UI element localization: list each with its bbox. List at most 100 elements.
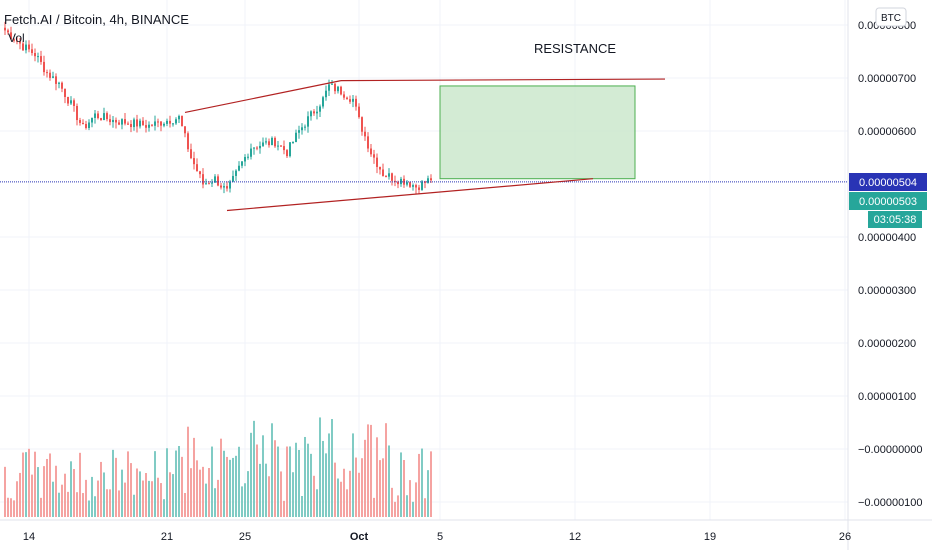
volume-bar [88,500,90,517]
candle-body [307,116,309,127]
candle-body [67,96,69,104]
volume-bar [394,501,396,517]
volume-bar [97,480,99,517]
candle-body [148,124,150,128]
volume-bar [337,478,339,517]
candle-body [187,133,189,150]
volume-bar [346,489,348,517]
volume-bar [388,445,390,517]
volume-bar [328,433,330,517]
volume-bar [139,471,141,517]
candle-body [31,49,33,54]
candle-body [16,40,18,42]
countdown-badge: 03:05:38 [868,211,922,228]
volume-bar [52,481,54,517]
volume-bar [361,458,363,517]
volume-bar [157,477,159,517]
candle-body [391,173,393,181]
volume-bar [247,471,249,517]
candle-body [379,166,381,170]
price-axis[interactable]: 0.000008000.000007000.000006000.00000400… [858,20,923,509]
volume-bar [415,482,417,517]
volume-bar [238,446,240,517]
candle-body [109,119,111,123]
volume-bar [49,453,51,517]
y-tick-label: 0.00000100 [858,391,916,403]
candle-body [55,76,57,84]
volume-bar [103,472,105,517]
volume-bar [154,451,156,517]
volume-bar [67,491,69,517]
candle-body [25,44,27,51]
candle-body [277,145,279,147]
countdown-label: 03:05:38 [874,214,917,226]
y-tick-label: 0.00000600 [858,126,916,138]
candle-body [133,119,135,128]
candle-body [112,119,114,123]
candle-body [343,94,345,98]
candle-body [268,141,270,146]
candle-body [61,82,63,89]
candle-body [181,116,183,127]
x-tick-label: 19 [704,531,716,543]
candle-body [43,61,45,73]
candle-body [370,148,372,155]
volume-bar [232,457,234,517]
volume-bar [226,456,228,517]
volume-bar [325,453,327,517]
volume-bar [292,472,294,517]
candle-body [106,113,108,120]
volume-bar [124,482,126,517]
trendline-resistance[interactable] [340,78,666,82]
drawings[interactable] [0,78,848,212]
volume-bar [31,474,33,517]
volume-bar [349,470,351,517]
candle-body [394,180,396,182]
candle-body [100,118,102,121]
volume-bar [169,472,171,517]
candle-body [124,119,126,124]
candle-body [118,122,120,125]
candle-body [115,119,117,123]
candle-body [145,125,147,128]
trendline-upper[interactable] [184,80,342,114]
currency-label: BTC [881,13,901,24]
volume-bar [376,437,378,517]
volume-bar [301,495,303,517]
volume-bar [319,417,321,517]
candle-body [103,113,105,121]
candle-body [136,119,138,127]
candle-body [373,154,375,158]
candle-body [190,149,192,159]
volume-bar [241,486,243,517]
volume-bar [223,450,225,517]
resistance-label[interactable]: RESISTANCE [534,41,616,56]
volume-bar [244,483,246,517]
candle-body [85,124,87,129]
candle-body [385,175,387,177]
volume-bar [64,473,66,517]
candle-body [229,181,231,189]
candle-body [142,120,144,126]
candle-body [10,32,12,40]
volume-bar [43,466,45,517]
volume-bar [289,446,291,517]
trendline-lower[interactable] [226,178,594,212]
candle-body [319,106,321,112]
candle-body [154,121,156,126]
target-box[interactable] [439,85,636,180]
currency-button[interactable]: BTC [875,7,907,27]
volume-bar [385,423,387,517]
candle-body [241,161,243,166]
volume-bar [391,487,393,517]
volume-bar [403,460,405,517]
volume-bar [70,461,72,517]
time-axis[interactable]: 14 21 25 Oct 5 12 19 26 [23,531,851,543]
last-close-badge: 0.00000503 [849,192,927,210]
volume-bar [298,449,300,517]
volume-bar [343,468,345,517]
candle-body [202,174,204,185]
candle-body [235,170,237,176]
candle-body [283,146,285,151]
